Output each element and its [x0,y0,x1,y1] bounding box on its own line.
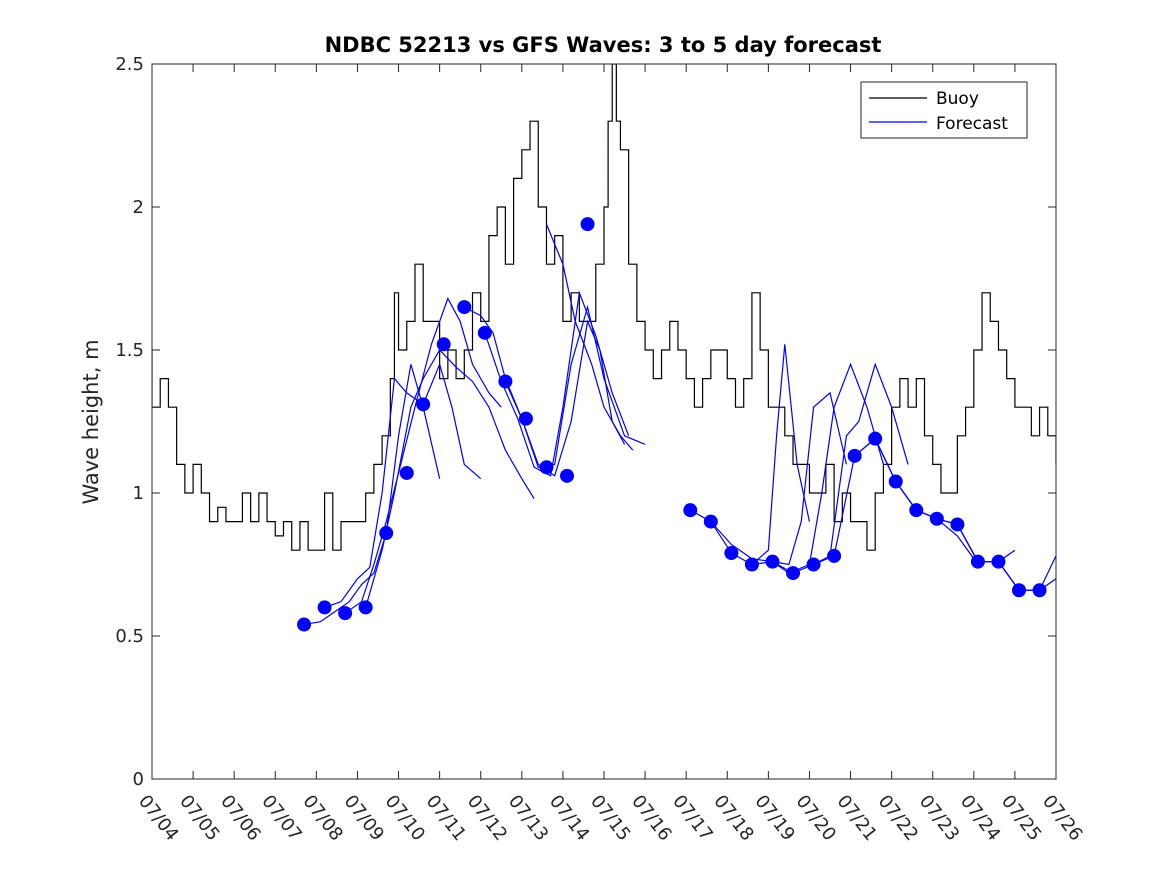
legend-forecast-label: Forecast [936,114,1008,134]
forecast-marker [436,337,451,352]
y-tick-label: 2 [133,197,144,218]
forecast-line-8 [545,223,634,451]
forecast-marker [416,397,431,412]
y-axis: 0 0.5 1 1.5 2 2.5 [115,54,1056,790]
forecast-marker [909,503,924,518]
forecast-markers [297,217,1047,632]
forecast-marker [358,600,373,615]
legend-box [860,81,1028,139]
forecast-marker [580,217,595,232]
forecast-marker [868,431,883,446]
forecast-marker [683,503,698,518]
forecast-marker [888,474,903,489]
forecast-marker [806,557,821,572]
forecast-line-4 [365,349,535,608]
forecast-marker [338,606,353,621]
forecast-marker [317,600,332,615]
forecast-marker [950,517,965,532]
forecast-marker [477,325,492,340]
forecast-marker [560,468,575,483]
y-tick-label: 0 [133,769,144,790]
forecast-marker [847,448,862,463]
forecast-line-7 [504,304,646,468]
forecast-marker [724,546,739,561]
forecast-line-9 [689,344,811,566]
y-tick-label: 1 [133,483,144,504]
forecast-marker [929,511,944,526]
y-axis-label: Wave height, m [79,339,103,504]
forecast-marker [786,566,801,581]
forecast-line-2 [324,362,482,608]
forecast-marker [765,554,780,569]
forecast-marker [1032,583,1047,598]
forecast-marker [703,514,718,529]
forecast-marker [744,557,759,572]
y-tick-label: 1.5 [115,340,144,361]
forecast-marker [399,465,414,480]
forecast-line-12 [772,362,909,574]
plot-area [152,64,1056,779]
forecast-marker [539,460,554,475]
forecast-marker [379,526,394,541]
forecast-marker [498,374,513,389]
forecast-marker [297,617,312,632]
y-tick-label: 0.5 [115,626,144,647]
forecast-marker [518,411,533,426]
forecast-marker [827,548,842,563]
forecast-line-6 [484,290,630,477]
forecast-line-10 [710,391,848,566]
forecast-line-1 [303,364,441,626]
chart-title: NDBC 52213 vs GFS Waves: 3 to 5 day fore… [325,33,882,57]
y-tick-label: 2.5 [115,54,144,75]
forecast-line-3 [344,297,502,614]
legend-buoy-label: Buoy [936,89,979,109]
forecast-marker [457,300,472,315]
forecast-marker [991,554,1006,569]
forecast-marker [970,554,985,569]
forecast-marker [1012,583,1027,598]
legend: Buoy Forecast [860,81,1028,139]
plot-frame [151,63,1057,780]
